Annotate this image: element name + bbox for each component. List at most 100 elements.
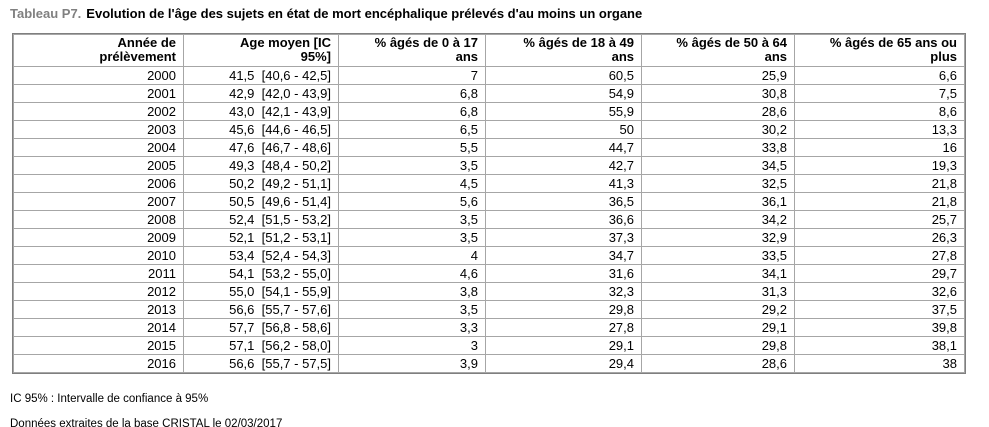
table-cell: 41,5 [40,6 - 42,5] xyxy=(183,66,339,85)
table-cell: 32,9 xyxy=(641,228,795,247)
table-cell: 2002 xyxy=(13,102,184,121)
table-cell: 2001 xyxy=(13,84,184,103)
table-cell: 50,2 [49,2 - 51,1] xyxy=(183,174,339,193)
table-cell: 3 xyxy=(338,336,486,355)
table-cell: 5,5 xyxy=(338,138,486,157)
table-row: 2008 52,4 [51,5 - 53,2] 3,5 36,6 34,2 25,7 xyxy=(13,210,965,229)
table-row: 2014 57,7 [56,8 - 58,6] 3,3 27,8 29,1 39,8 xyxy=(13,318,965,337)
table-title-prefix: Tableau P7. xyxy=(10,6,82,21)
table-row: 2000 41,5 [40,6 - 42,5] 7 60,5 25,9 6,6 xyxy=(13,66,965,85)
table-cell: 3,9 xyxy=(338,354,486,373)
table-cell: 33,8 xyxy=(641,138,795,157)
table-row: 2007 50,5 [49,6 - 51,4] 5,6 36,5 36,1 21,8 xyxy=(13,192,965,211)
table-cell: 37,5 xyxy=(794,300,965,319)
table-cell: 2007 xyxy=(13,192,184,211)
column-header: Année de prélèvement xyxy=(13,34,184,67)
table-cell: 33,5 xyxy=(641,246,795,265)
table-cell: 34,5 xyxy=(641,156,795,175)
table-cell: 4,5 xyxy=(338,174,486,193)
table-header: Année de prélèvement Age moyen [IC 95%]% … xyxy=(13,34,965,67)
table-cell: 60,5 xyxy=(485,66,642,85)
table-cell: 3,5 xyxy=(338,228,486,247)
table-cell: 44,7 xyxy=(485,138,642,157)
table-row: 2012 55,0 [54,1 - 55,9] 3,8 32,3 31,3 32,6 xyxy=(13,282,965,301)
table-cell: 52,4 [51,5 - 53,2] xyxy=(183,210,339,229)
table-cell: 3,5 xyxy=(338,300,486,319)
table-cell: 29,8 xyxy=(485,300,642,319)
table-cell: 57,1 [56,2 - 58,0] xyxy=(183,336,339,355)
table-row: 2003 45,6 [44,6 - 46,5] 6,5 50 30,2 13,3 xyxy=(13,120,965,139)
table-cell: 2010 xyxy=(13,246,184,265)
table-cell: 30,8 xyxy=(641,84,795,103)
table-cell: 52,1 [51,2 - 53,1] xyxy=(183,228,339,247)
table-cell: 25,7 xyxy=(794,210,965,229)
table-header-row: Année de prélèvement Age moyen [IC 95%]% … xyxy=(13,34,965,67)
column-header: % âgés de 18 à 49 ans xyxy=(485,34,642,67)
table-cell: 42,9 [42,0 - 43,9] xyxy=(183,84,339,103)
table-cell: 29,4 xyxy=(485,354,642,373)
table-cell: 27,8 xyxy=(794,246,965,265)
table-row: 2013 56,6 [55,7 - 57,6] 3,5 29,8 29,2 37,5 xyxy=(13,300,965,319)
table-cell: 47,6 [46,7 - 48,6] xyxy=(183,138,339,157)
table-cell: 2000 xyxy=(13,66,184,85)
table-row: 2016 56,6 [55,7 - 57,5] 3,9 29,4 28,6 38 xyxy=(13,354,965,373)
table-cell: 2005 xyxy=(13,156,184,175)
table-cell: 3,5 xyxy=(338,156,486,175)
table-row: 2005 49,3 [48,4 - 50,2] 3,5 42,7 34,5 19,3 xyxy=(13,156,965,175)
table-cell: 2014 xyxy=(13,318,184,337)
table-cell: 36,6 xyxy=(485,210,642,229)
data-table-wrapper: Année de prélèvement Age moyen [IC 95%]% … xyxy=(12,33,966,374)
table-cell: 6,8 xyxy=(338,84,486,103)
table-cell: 50 xyxy=(485,120,642,139)
table-cell: 2013 xyxy=(13,300,184,319)
table-cell: 57,7 [56,8 - 58,6] xyxy=(183,318,339,337)
table-cell: 45,6 [44,6 - 46,5] xyxy=(183,120,339,139)
table-cell: 6,8 xyxy=(338,102,486,121)
table-cell: 41,3 xyxy=(485,174,642,193)
table-cell: 3,8 xyxy=(338,282,486,301)
table-cell: 2006 xyxy=(13,174,184,193)
table-cell: 34,1 xyxy=(641,264,795,283)
table-cell: 27,8 xyxy=(485,318,642,337)
table-cell: 2012 xyxy=(13,282,184,301)
table-cell: 56,6 [55,7 - 57,6] xyxy=(183,300,339,319)
table-row: 2010 53,4 [52,4 - 54,3] 4 34,7 33,5 27,8 xyxy=(13,246,965,265)
table-cell: 4 xyxy=(338,246,486,265)
table-cell: 53,4 [52,4 - 54,3] xyxy=(183,246,339,265)
table-body: 2000 41,5 [40,6 - 42,5] 7 60,5 25,9 6,6 2001 42… xyxy=(13,66,965,373)
table-cell: 6,6 xyxy=(794,66,965,85)
table-cell: 54,1 [53,2 - 55,0] xyxy=(183,264,339,283)
table-cell: 31,3 xyxy=(641,282,795,301)
column-header: Age moyen [IC 95%] xyxy=(183,34,339,67)
table-cell: 39,8 xyxy=(794,318,965,337)
column-header: % âgés de 0 à 17 ans xyxy=(338,34,486,67)
table-cell: 2004 xyxy=(13,138,184,157)
table-cell: 8,6 xyxy=(794,102,965,121)
table-title-text: Evolution de l'âge des sujets en état de… xyxy=(86,6,643,21)
table-cell: 31,6 xyxy=(485,264,642,283)
table-cell: 6,5 xyxy=(338,120,486,139)
table-cell: 43,0 [42,1 - 43,9] xyxy=(183,102,339,121)
table-cell: 7,5 xyxy=(794,84,965,103)
table-cell: 13,3 xyxy=(794,120,965,139)
table-title: Tableau P7. Evolution de l'âge des sujets… xyxy=(10,6,989,22)
table-cell: 42,7 xyxy=(485,156,642,175)
table-cell: 55,9 xyxy=(485,102,642,121)
table-cell: 34,2 xyxy=(641,210,795,229)
table-cell: 50,5 [49,6 - 51,4] xyxy=(183,192,339,211)
footnote-source: Données extraites de la base CRISTAL le … xyxy=(10,418,283,427)
table-cell: 2016 xyxy=(13,354,184,373)
table-row: 2015 57,1 [56,2 - 58,0] 3 29,1 29,8 38,1 xyxy=(13,336,965,355)
table-cell: 54,9 xyxy=(485,84,642,103)
table-cell: 2015 xyxy=(13,336,184,355)
table-cell: 29,8 xyxy=(641,336,795,355)
table-cell: 36,1 xyxy=(641,192,795,211)
table-cell: 38,1 xyxy=(794,336,965,355)
table-cell: 16 xyxy=(794,138,965,157)
table-cell: 38 xyxy=(794,354,965,373)
table-row: 2009 52,1 [51,2 - 53,1] 3,5 37,3 32,9 26,3 xyxy=(13,228,965,247)
table-cell: 55,0 [54,1 - 55,9] xyxy=(183,282,339,301)
table-cell: 2009 xyxy=(13,228,184,247)
table-cell: 2011 xyxy=(13,264,184,283)
